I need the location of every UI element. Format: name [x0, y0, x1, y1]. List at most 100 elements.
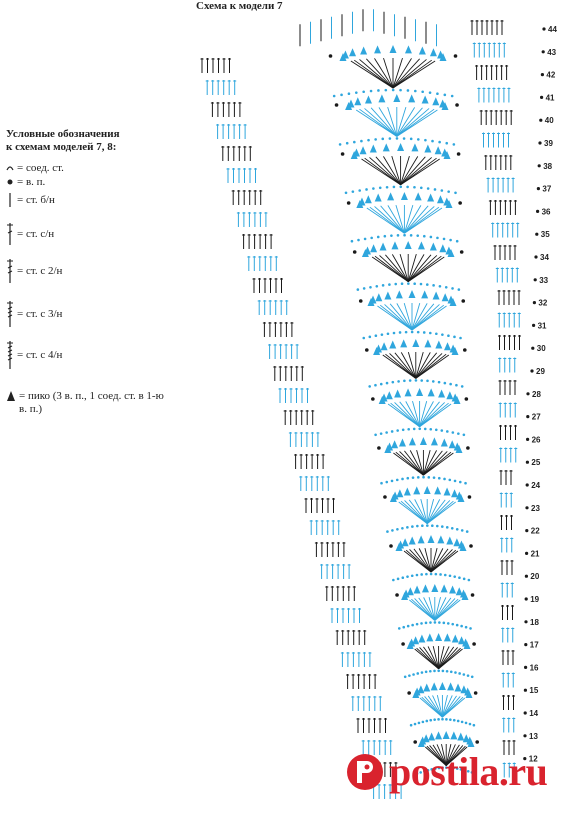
picot-mark — [395, 290, 403, 299]
row-number: 28 — [532, 390, 541, 399]
chain-dot — [426, 768, 430, 772]
legend-item-triple-treble: = ст. с 4/н — [6, 340, 62, 370]
legend-item-double-treble: = ст. с 3/н — [6, 300, 62, 328]
chain-dot — [338, 143, 342, 146]
picot-mark — [457, 732, 465, 741]
picot-mark — [412, 339, 420, 347]
fan-stitch — [434, 599, 461, 621]
fan-stitch — [434, 597, 452, 621]
chain-dot — [419, 282, 423, 286]
fan-stitch — [396, 106, 407, 137]
picot-mark — [417, 685, 425, 694]
picot-mark — [429, 48, 437, 57]
chain-stitch — [464, 397, 469, 401]
picot-mark — [402, 589, 410, 598]
chain-dot — [445, 718, 448, 721]
chain-stitch — [540, 73, 545, 77]
chain-dot — [407, 282, 410, 285]
fan-stitch — [415, 353, 443, 379]
chain-stitch — [541, 50, 545, 54]
fan-stitch — [404, 206, 435, 234]
chain-dot — [446, 622, 450, 625]
picot-mark — [408, 94, 416, 103]
fan-stitch — [374, 58, 394, 89]
chain-stitch — [377, 446, 381, 450]
chain-dot — [365, 188, 368, 191]
chain-dot — [409, 723, 413, 727]
chain-dot — [416, 476, 420, 479]
chain-stitch — [395, 593, 399, 597]
fan-stitch — [438, 646, 455, 670]
chain-dot — [422, 234, 426, 238]
fan-stitch — [432, 645, 440, 669]
fan-stitch — [385, 254, 409, 282]
chain-dot — [394, 282, 398, 286]
picot-mark — [391, 491, 399, 500]
picot-mark — [438, 682, 446, 690]
picot-mark — [382, 143, 390, 152]
picot-mark — [422, 734, 430, 743]
picot-mark — [445, 200, 453, 208]
chain-dot — [402, 625, 406, 629]
chain-dot — [415, 622, 419, 626]
picot-mark — [457, 494, 465, 502]
row-number: 18 — [530, 618, 539, 627]
picot-mark — [421, 290, 429, 299]
fan-stitch — [407, 254, 425, 282]
chain-dot — [415, 573, 419, 577]
chain-stitch — [525, 506, 529, 510]
fan-stitch — [445, 746, 468, 766]
chain-dot — [463, 768, 466, 772]
picot-mark — [397, 143, 405, 151]
picot-mark — [440, 584, 448, 593]
fan-stitch — [424, 547, 432, 573]
picot-mark — [461, 592, 469, 600]
picot-mark — [363, 246, 371, 255]
chain-dot — [438, 140, 441, 144]
picot-mark — [370, 244, 378, 253]
chain-dot — [469, 627, 472, 630]
chain-dot — [444, 766, 448, 769]
chain-stitch — [365, 348, 369, 352]
chain-stitch — [455, 103, 459, 107]
single-crochet-icon — [9, 193, 11, 207]
chain-dot — [470, 771, 474, 774]
chain-dot — [397, 627, 401, 630]
chain-stitch — [524, 620, 528, 624]
chain-dot — [442, 237, 446, 241]
fan-stitch — [399, 451, 424, 476]
picot-mark — [463, 641, 471, 649]
row-number: 32 — [538, 299, 547, 308]
chain-dot — [428, 331, 432, 335]
chain-dot — [443, 381, 447, 385]
picot-mark — [443, 633, 451, 642]
chain-stitch — [523, 688, 528, 692]
triple-treble-icon — [7, 341, 13, 369]
fan-stitch — [434, 596, 441, 621]
chain-dot — [395, 478, 399, 482]
chain-dot — [353, 140, 356, 144]
chain-stitch — [453, 54, 458, 58]
picot-mark — [416, 388, 424, 396]
picot-mark — [426, 633, 434, 642]
chain-dot — [448, 766, 452, 770]
chain-dot — [424, 138, 427, 142]
fan-stitch — [418, 548, 432, 573]
chain-dot — [374, 433, 377, 437]
chain-dot — [415, 772, 419, 775]
chain-dot — [421, 90, 424, 94]
chain-dot — [437, 669, 441, 673]
picot-mark — [460, 685, 468, 694]
chain-stitch — [524, 597, 528, 601]
chain-dot — [423, 427, 427, 431]
chain-dot — [429, 669, 432, 673]
chain-dot — [406, 185, 409, 189]
legend-item-slip-stitch: = соед. ст. — [6, 162, 64, 174]
fan-stitch — [441, 695, 453, 718]
row-number: 31 — [538, 321, 547, 330]
picot-mark — [423, 683, 431, 692]
row-number: 14 — [529, 709, 538, 718]
fan-stitch — [387, 106, 398, 137]
chain-dot — [449, 382, 452, 386]
chain-stitch — [535, 232, 539, 236]
